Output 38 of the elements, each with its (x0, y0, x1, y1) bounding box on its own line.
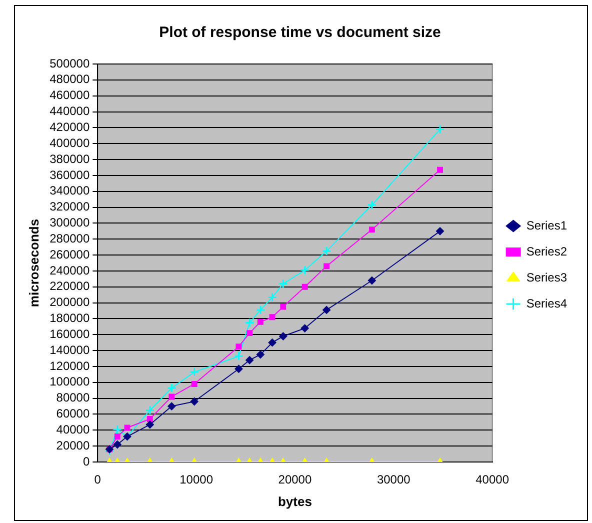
y-tick-label: 480000 (50, 72, 90, 86)
y-tick-label: 80000 (56, 390, 90, 405)
y-tick-label: 60000 (56, 406, 90, 421)
x-tick-label: 0 (94, 472, 102, 487)
legend-label: Series4 (526, 296, 568, 310)
y-tick-label: 160000 (50, 326, 90, 341)
y-tick-label: 400000 (50, 136, 90, 150)
y-tick-label: 180000 (50, 311, 90, 326)
y-tick-label: 460000 (50, 88, 90, 102)
y-tick-label: 420000 (50, 120, 90, 134)
y-tick-label: 260000 (50, 247, 90, 262)
y-tick-label: 360000 (50, 168, 90, 182)
legend-label: Series3 (526, 270, 568, 284)
x-tick-label: 10000 (180, 472, 214, 487)
y-tick-label: 440000 (50, 104, 90, 118)
x-axis-title: bytes (278, 494, 312, 509)
y-tick-label: 500000 (50, 56, 90, 70)
y-tick-label: 20000 (56, 438, 90, 452)
y-tick-label: 340000 (50, 184, 90, 198)
y-tick-label: 240000 (50, 263, 90, 278)
y-tick-label: 320000 (50, 200, 90, 214)
x-tick-label: 40000 (476, 472, 510, 487)
y-tick-label: 40000 (56, 422, 90, 436)
x-tick-label: 30000 (376, 472, 411, 487)
y-tick-label: 140000 (50, 342, 90, 357)
y-tick-label: 220000 (50, 279, 90, 294)
y-tick-label: 200000 (50, 295, 90, 310)
x-tick-label: 20000 (278, 472, 312, 487)
y-tick-label: 300000 (50, 216, 90, 230)
legend-label: Series1 (526, 218, 568, 232)
chart-title: Plot of response time vs document size (159, 24, 441, 42)
y-tick-label: 120000 (50, 358, 90, 373)
y-tick-label: 0 (82, 454, 90, 468)
y-axis-title: microseconds (26, 218, 42, 308)
legend-label: Series2 (526, 244, 568, 258)
y-tick-label: 280000 (50, 231, 90, 246)
y-tick-label: 380000 (50, 152, 90, 166)
y-tick-label: 100000 (50, 374, 90, 389)
